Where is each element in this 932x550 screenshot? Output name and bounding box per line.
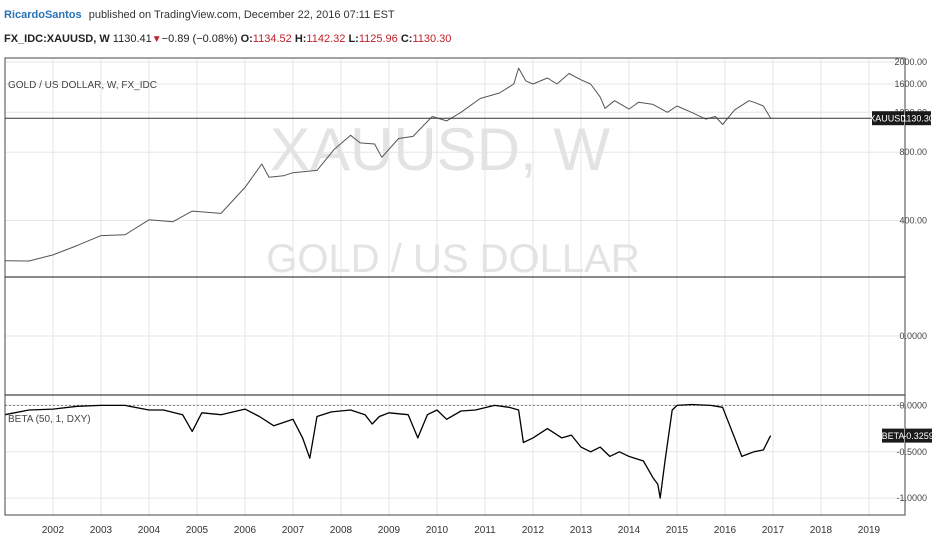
high-label: H: <box>294 33 307 45</box>
x-tick-label: 2002 <box>42 525 65 536</box>
beta-last-value-tag: -0.3259 <box>903 431 932 441</box>
axes: 2002 2003 2004 2005 2006 2007 2008 2009 2010 2011… <box>42 57 927 536</box>
price-symbol-tag: XAUUSD <box>869 114 907 124</box>
last-price: 1130.41 <box>112 33 152 45</box>
open-label: O: <box>240 33 253 45</box>
x-tick-label: 2003 <box>90 525 113 536</box>
chart-background <box>0 58 932 550</box>
x-tick-label: 2010 <box>426 525 449 536</box>
price-y-tick-label: 800.00 <box>899 147 927 157</box>
down-arrow-icon: ▼ <box>151 34 162 45</box>
price-change: −0.89 (−0.08%) <box>161 33 238 45</box>
watermark-name: GOLD / US DOLLAR <box>266 237 639 281</box>
price-y-tick-label: 2000.00 <box>894 57 927 67</box>
x-tick-label: 2009 <box>378 525 401 536</box>
grid-lines <box>5 58 905 515</box>
beta-name-tag-bg <box>882 428 904 443</box>
beta-name-tag: BETA <box>882 431 905 441</box>
x-tick-label: 2008 <box>330 525 353 536</box>
price-y-tick-label: 400.00 <box>899 216 927 226</box>
middle-y-tick-label: 0.0000 <box>899 331 927 341</box>
price-symbol-tag-bg <box>872 111 904 126</box>
x-tick-label: 2016 <box>714 525 737 536</box>
chart-marks <box>4 67 905 499</box>
close-value: 1130.30 <box>412 33 452 45</box>
high-value: 1142.32 <box>306 33 346 45</box>
publish-text: published on TradingView.com, December 2… <box>88 9 395 21</box>
close-label: C: <box>400 33 413 45</box>
x-tick-label: 2004 <box>138 525 161 536</box>
x-tick-label: 2006 <box>234 525 257 536</box>
open-value: 1134.52 <box>252 33 292 45</box>
beta-series-line <box>4 403 772 499</box>
price-pane-title: GOLD / US DOLLAR, W, FX_IDC <box>8 80 157 91</box>
x-tick-label: 2015 <box>666 525 689 536</box>
price-series-line <box>4 67 772 262</box>
publish-line: RicardoSantos published on TradingView.c… <box>4 9 395 21</box>
ohlc-line: FX_IDC:XAUUSD, W 1130.41▼−0.89 (−0.08%) … <box>4 33 451 45</box>
watermark-symbol: XAUUSD, W <box>270 116 610 183</box>
x-tick-label: 2012 <box>522 525 545 536</box>
x-tick-label: 2014 <box>618 525 641 536</box>
x-tick-label: 2007 <box>282 525 305 536</box>
x-tick-label: 2005 <box>186 525 209 536</box>
beta-y-tick-label: -1.0000 <box>896 493 927 503</box>
low-label: L: <box>348 33 359 45</box>
price-y-tick-label: 1600.00 <box>894 79 927 89</box>
x-tick-label: 2013 <box>570 525 593 536</box>
x-tick-label: 2018 <box>810 525 833 536</box>
beta-last-value-tag-bg <box>905 428 932 443</box>
x-tick-label: 2017 <box>762 525 785 536</box>
price-last-value-tag: 1130.30 <box>902 114 932 124</box>
author-link[interactable]: RicardoSantos <box>4 9 82 21</box>
x-tick-label: 2011 <box>474 525 496 536</box>
x-tick-label: 2019 <box>858 525 881 536</box>
low-value: 1125.96 <box>358 33 398 45</box>
beta-pane-title: BETA (50, 1, DXY) <box>8 414 91 425</box>
price-last-value-tag-bg <box>905 111 931 126</box>
symbol-label[interactable]: FX_IDC:XAUUSD, W <box>4 33 110 45</box>
beta-y-tick-label: 0.0000 <box>899 400 927 410</box>
chart-header: RicardoSantos published on TradingView.c… <box>0 0 932 58</box>
beta-y-tick-label: -0.5000 <box>896 447 927 457</box>
